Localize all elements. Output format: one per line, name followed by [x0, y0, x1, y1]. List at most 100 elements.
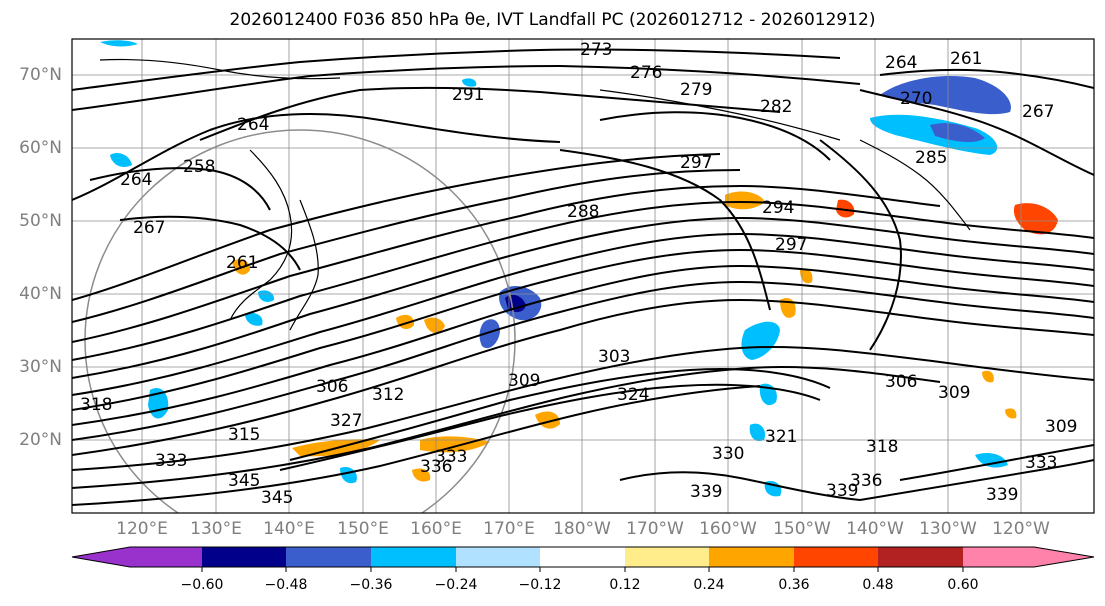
patch-orange — [424, 317, 445, 333]
contour-label: 285 — [915, 148, 947, 168]
contour-label: 318 — [866, 437, 898, 457]
map-title: 2026012400 F036 850 hPa θe, IVT Landfall… — [229, 10, 876, 30]
colorbar-tick-label: 0.60 — [947, 577, 979, 593]
colorbar-extend-high — [1034, 547, 1094, 567]
patch-blue — [479, 319, 500, 349]
lon-label: 180°W — [553, 519, 611, 539]
colorbar-tick-label: −0.48 — [264, 577, 308, 593]
contour-label: 288 — [567, 202, 599, 222]
lon-label: 120°W — [992, 519, 1050, 539]
contour-label: 261 — [226, 253, 258, 273]
lon-label: 160°E — [410, 519, 462, 539]
patch-orange — [725, 191, 765, 210]
patch-cyan — [741, 321, 780, 360]
patch-cyan — [975, 453, 1008, 468]
map-frame — [71, 38, 1095, 514]
contour-label: 291 — [452, 85, 484, 105]
contour-label: 321 — [765, 427, 797, 447]
graticule — [72, 39, 1094, 513]
colorbar-segment — [540, 547, 625, 567]
colorbar-tick-label: 0.36 — [778, 577, 810, 593]
lat-label: 40°N — [19, 284, 62, 304]
contour-label: 267 — [133, 218, 165, 238]
contour-labels: 273 276 279 264 261 267 270 282 285 291 … — [80, 40, 1077, 508]
contour-label: 264 — [237, 115, 269, 135]
contour-label: 330 — [712, 444, 744, 464]
map-panel: 273 276 279 264 261 267 270 282 285 291 … — [72, 39, 1094, 513]
colorbar-segment — [371, 547, 456, 567]
contour-label: 333 — [155, 451, 187, 471]
contour-label: 339 — [826, 481, 858, 501]
contour-label: 297 — [680, 153, 712, 173]
contour-label: 309 — [508, 371, 540, 391]
pc-fill-patches — [100, 40, 1058, 497]
colorbar-segment — [456, 547, 540, 567]
contour-label: 282 — [760, 97, 792, 117]
contour-label: 345 — [228, 471, 260, 491]
contour-label: 294 — [762, 198, 794, 218]
contour-label: 336 — [420, 457, 452, 477]
colorbar-segment — [202, 547, 286, 567]
colorbar-tick-label: −0.36 — [349, 577, 393, 593]
contour-label: 336 — [850, 471, 882, 491]
contour-label: 345 — [261, 488, 293, 508]
contour-label: 297 — [775, 235, 807, 255]
patch-red — [1013, 203, 1058, 235]
colorbar-segment — [963, 547, 1034, 567]
colorbar — [71, 546, 1095, 572]
patch-orange — [412, 468, 431, 482]
lon-label: 170°E — [483, 519, 535, 539]
lon-label: 150°E — [337, 519, 389, 539]
lat-label: 60°N — [19, 138, 62, 158]
lon-label: 120°E — [116, 519, 168, 539]
patch-cyan — [100, 40, 138, 47]
contour-label: 303 — [598, 347, 630, 367]
contour-label: 312 — [372, 385, 404, 405]
contour-label: 333 — [1025, 453, 1057, 473]
patch-red — [836, 199, 855, 218]
patch-cyan — [749, 423, 766, 442]
contour-label: 267 — [1022, 102, 1054, 122]
lat-label: 50°N — [19, 211, 62, 231]
contour-label: 273 — [580, 40, 612, 60]
colorbar-tick-label: 0.12 — [609, 577, 641, 593]
patch-orange — [1005, 408, 1017, 419]
contour-label: 264 — [120, 170, 152, 190]
lon-label: 150°W — [773, 519, 831, 539]
contour-label: 327 — [330, 411, 362, 431]
lat-label: 70°N — [19, 65, 62, 85]
lon-label: 170°W — [626, 519, 684, 539]
lon-label: 130°E — [190, 519, 242, 539]
contour-label: 339 — [690, 482, 722, 502]
lon-label: 160°W — [699, 519, 757, 539]
contour-label: 279 — [680, 80, 712, 100]
contour-label: 261 — [950, 49, 982, 69]
patch-cyan — [245, 312, 263, 326]
colorbar-segment — [709, 547, 794, 567]
contour-label: 306 — [885, 372, 917, 392]
contour-label: 324 — [617, 385, 649, 405]
colorbar-segment — [625, 547, 709, 567]
colorbar-segment — [130, 547, 202, 567]
contour-label: 276 — [630, 63, 662, 83]
contour-label: 264 — [885, 53, 917, 73]
colorbar-outline — [71, 546, 1095, 568]
colorbar-tick-label: −0.24 — [434, 577, 478, 593]
patch-cyan — [462, 78, 477, 87]
coastlines — [99, 58, 971, 331]
colorbar-segment — [286, 547, 371, 567]
colorbar-tick-label: 0.24 — [693, 577, 725, 593]
contour-label: 306 — [316, 377, 348, 397]
contour-label: 258 — [183, 157, 215, 177]
theta-e-contours — [72, 48, 1094, 506]
contour-label: 309 — [938, 383, 970, 403]
contour-label: 270 — [900, 89, 932, 109]
patch-cyan — [110, 153, 132, 167]
patch-orange — [800, 268, 813, 284]
contour-label: 318 — [80, 395, 112, 415]
lon-label: 140°W — [846, 519, 904, 539]
patch-blue — [930, 123, 985, 143]
patch-cyan — [870, 114, 998, 155]
contour-label: 339 — [986, 485, 1018, 505]
